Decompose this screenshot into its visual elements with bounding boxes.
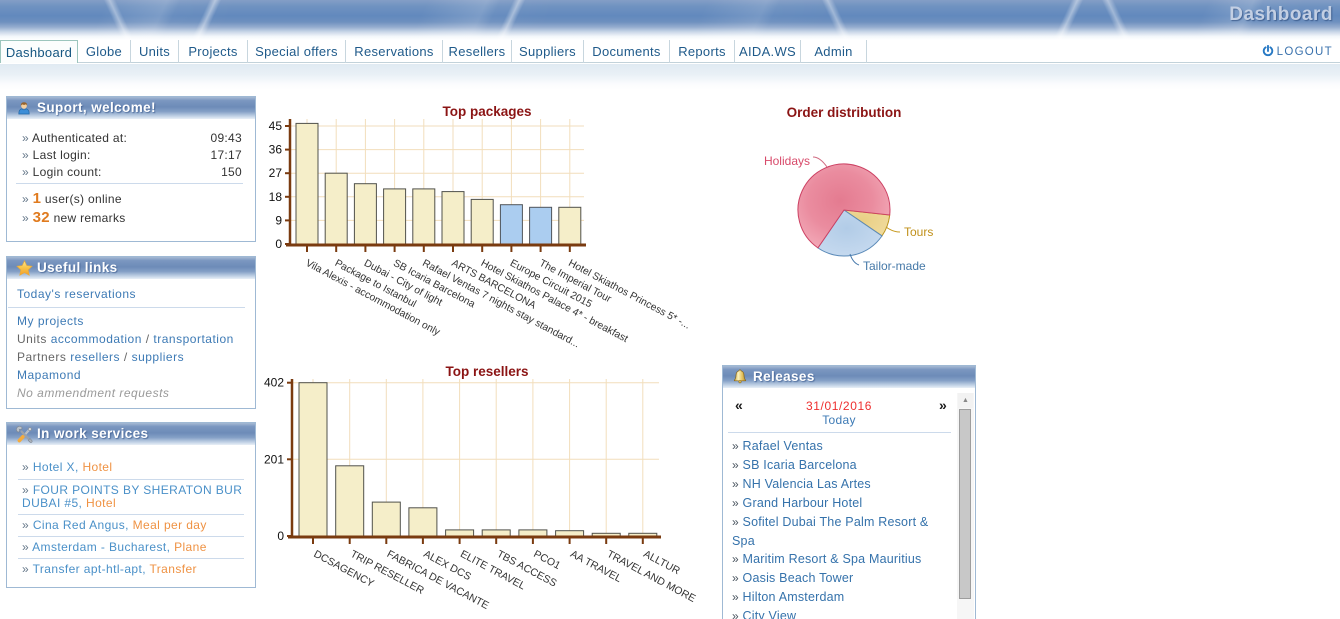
- svg-text:Tours: Tours: [904, 225, 933, 239]
- svg-text:45: 45: [269, 119, 283, 133]
- svg-text:36: 36: [269, 143, 283, 157]
- svg-text:Top resellers: Top resellers: [445, 364, 528, 379]
- svg-text:402: 402: [264, 376, 284, 390]
- svg-text:18: 18: [269, 190, 283, 204]
- svg-text:Top packages: Top packages: [442, 104, 531, 119]
- svg-text:9: 9: [275, 213, 282, 227]
- svg-text:27: 27: [269, 166, 283, 180]
- svg-text:0: 0: [277, 529, 284, 543]
- svg-text:201: 201: [264, 452, 284, 466]
- svg-text:Order distribution: Order distribution: [787, 105, 902, 120]
- svg-text:Tailor-made: Tailor-made: [863, 259, 926, 273]
- svg-text:Holidays: Holidays: [764, 154, 810, 168]
- svg-text:0: 0: [275, 237, 282, 251]
